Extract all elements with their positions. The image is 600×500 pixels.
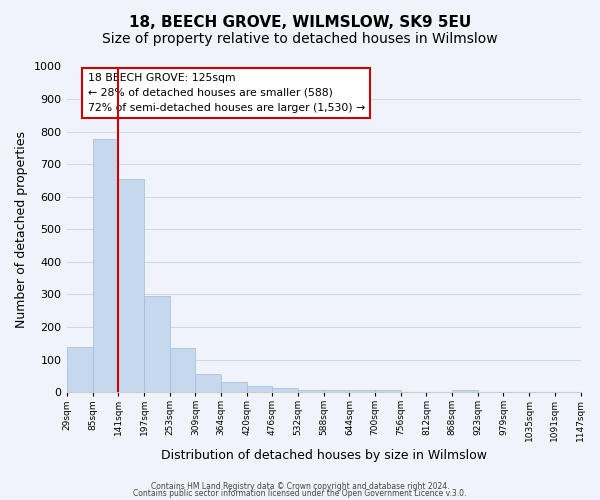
Bar — [272, 388, 298, 392]
Bar — [144, 296, 170, 392]
Bar — [452, 390, 478, 392]
X-axis label: Distribution of detached houses by size in Wilmslow: Distribution of detached houses by size … — [161, 450, 487, 462]
Text: Contains public sector information licensed under the Open Government Licence v.: Contains public sector information licen… — [133, 489, 467, 498]
Text: Contains HM Land Registry data © Crown copyright and database right 2024.: Contains HM Land Registry data © Crown c… — [151, 482, 449, 491]
Bar — [67, 346, 93, 392]
Bar — [247, 386, 272, 392]
Bar — [375, 390, 401, 392]
Bar — [93, 139, 118, 392]
Bar — [324, 390, 349, 392]
Bar — [221, 382, 247, 392]
Bar — [196, 374, 221, 392]
Bar — [170, 348, 196, 392]
Text: Size of property relative to detached houses in Wilmslow: Size of property relative to detached ho… — [102, 32, 498, 46]
Bar — [118, 179, 144, 392]
Text: 18 BEECH GROVE: 125sqm
← 28% of detached houses are smaller (588)
72% of semi-de: 18 BEECH GROVE: 125sqm ← 28% of detached… — [88, 73, 365, 112]
Text: 18, BEECH GROVE, WILMSLOW, SK9 5EU: 18, BEECH GROVE, WILMSLOW, SK9 5EU — [129, 15, 471, 30]
Bar — [298, 390, 324, 392]
Y-axis label: Number of detached properties: Number of detached properties — [15, 131, 28, 328]
Bar — [349, 390, 375, 392]
